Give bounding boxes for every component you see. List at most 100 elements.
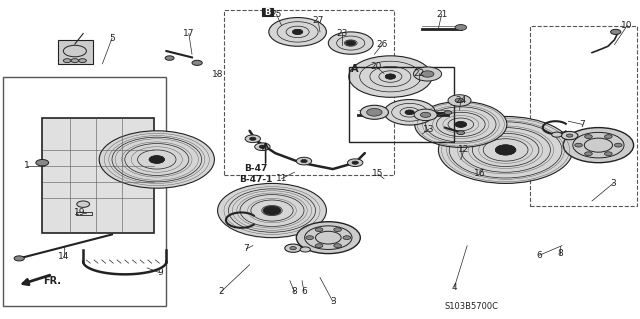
Circle shape	[14, 256, 24, 261]
Circle shape	[584, 135, 593, 138]
Circle shape	[79, 59, 86, 63]
Circle shape	[420, 112, 431, 117]
Text: 13: 13	[423, 125, 435, 134]
Circle shape	[306, 236, 314, 240]
Text: 8: 8	[557, 249, 563, 258]
Text: 17: 17	[183, 29, 195, 38]
Text: 22: 22	[413, 69, 425, 78]
Text: 24: 24	[455, 96, 467, 105]
Circle shape	[605, 135, 612, 138]
Circle shape	[566, 134, 573, 137]
Bar	[530, 26, 637, 206]
Circle shape	[192, 60, 202, 65]
Text: 7: 7	[244, 244, 249, 253]
Circle shape	[348, 159, 363, 167]
Circle shape	[285, 244, 301, 252]
Circle shape	[149, 156, 164, 163]
Bar	[76, 212, 92, 215]
Circle shape	[259, 145, 266, 148]
Circle shape	[165, 56, 174, 60]
Circle shape	[421, 71, 434, 77]
Bar	[349, 67, 454, 142]
Circle shape	[77, 201, 90, 207]
Circle shape	[343, 236, 351, 240]
Bar	[224, 10, 394, 175]
Text: 6: 6	[537, 251, 542, 260]
Text: 20: 20	[371, 63, 382, 71]
Circle shape	[250, 137, 256, 140]
Circle shape	[614, 143, 622, 147]
Text: A: A	[351, 64, 359, 74]
Text: 21: 21	[436, 10, 447, 19]
Circle shape	[296, 222, 360, 254]
Circle shape	[385, 74, 396, 79]
Circle shape	[455, 122, 467, 127]
Bar	[58, 40, 93, 64]
Text: 16: 16	[474, 169, 486, 178]
Circle shape	[99, 131, 214, 188]
Text: 27: 27	[312, 16, 324, 25]
Circle shape	[301, 160, 307, 163]
Circle shape	[290, 247, 296, 250]
Circle shape	[71, 59, 79, 63]
Circle shape	[245, 135, 260, 143]
Circle shape	[316, 228, 323, 232]
Text: S103B5700C: S103B5700C	[445, 302, 499, 311]
Circle shape	[316, 244, 323, 248]
Circle shape	[360, 105, 388, 119]
Circle shape	[352, 161, 358, 164]
Text: 2: 2	[218, 287, 223, 296]
Circle shape	[405, 110, 414, 115]
Text: 3: 3	[611, 179, 616, 188]
Circle shape	[328, 32, 373, 54]
Circle shape	[584, 152, 593, 156]
Circle shape	[448, 95, 471, 106]
Circle shape	[552, 132, 562, 137]
Circle shape	[292, 29, 303, 34]
Text: 9: 9	[157, 268, 163, 277]
Text: 3: 3	[330, 297, 335, 306]
Text: B-47
B-47-1: B-47 B-47-1	[239, 164, 273, 183]
Text: 15: 15	[372, 169, 383, 178]
Circle shape	[346, 41, 356, 46]
Text: 5: 5	[109, 34, 115, 43]
Circle shape	[444, 111, 452, 115]
Text: 25: 25	[271, 10, 282, 19]
Text: 19: 19	[74, 208, 86, 217]
Text: 1: 1	[24, 161, 29, 170]
Text: 23: 23	[337, 29, 348, 38]
Circle shape	[575, 143, 582, 147]
Text: B: B	[264, 8, 271, 17]
Circle shape	[218, 183, 326, 238]
Text: 10: 10	[621, 21, 633, 30]
Circle shape	[349, 56, 432, 97]
Circle shape	[495, 145, 516, 155]
Text: 11: 11	[276, 174, 287, 183]
Circle shape	[334, 228, 342, 232]
Circle shape	[605, 152, 612, 156]
Circle shape	[438, 116, 573, 183]
Circle shape	[384, 100, 435, 125]
Circle shape	[63, 59, 71, 63]
Text: 18: 18	[212, 70, 223, 79]
Circle shape	[269, 18, 326, 46]
Circle shape	[255, 143, 270, 151]
Text: 14: 14	[58, 252, 70, 261]
Circle shape	[413, 67, 442, 81]
Text: 4: 4	[452, 283, 457, 292]
Circle shape	[561, 131, 578, 140]
Text: 7: 7	[580, 120, 585, 129]
Bar	[3, 77, 166, 306]
Circle shape	[455, 25, 467, 30]
Circle shape	[455, 98, 464, 103]
Circle shape	[415, 101, 507, 147]
Circle shape	[414, 109, 437, 121]
Text: 8: 8	[292, 287, 297, 296]
Text: FR.: FR.	[43, 276, 61, 286]
Circle shape	[36, 160, 49, 166]
Text: 26: 26	[376, 40, 388, 49]
Text: 12: 12	[458, 145, 470, 154]
Text: 6: 6	[301, 287, 307, 296]
Circle shape	[263, 206, 281, 215]
Circle shape	[563, 128, 634, 163]
